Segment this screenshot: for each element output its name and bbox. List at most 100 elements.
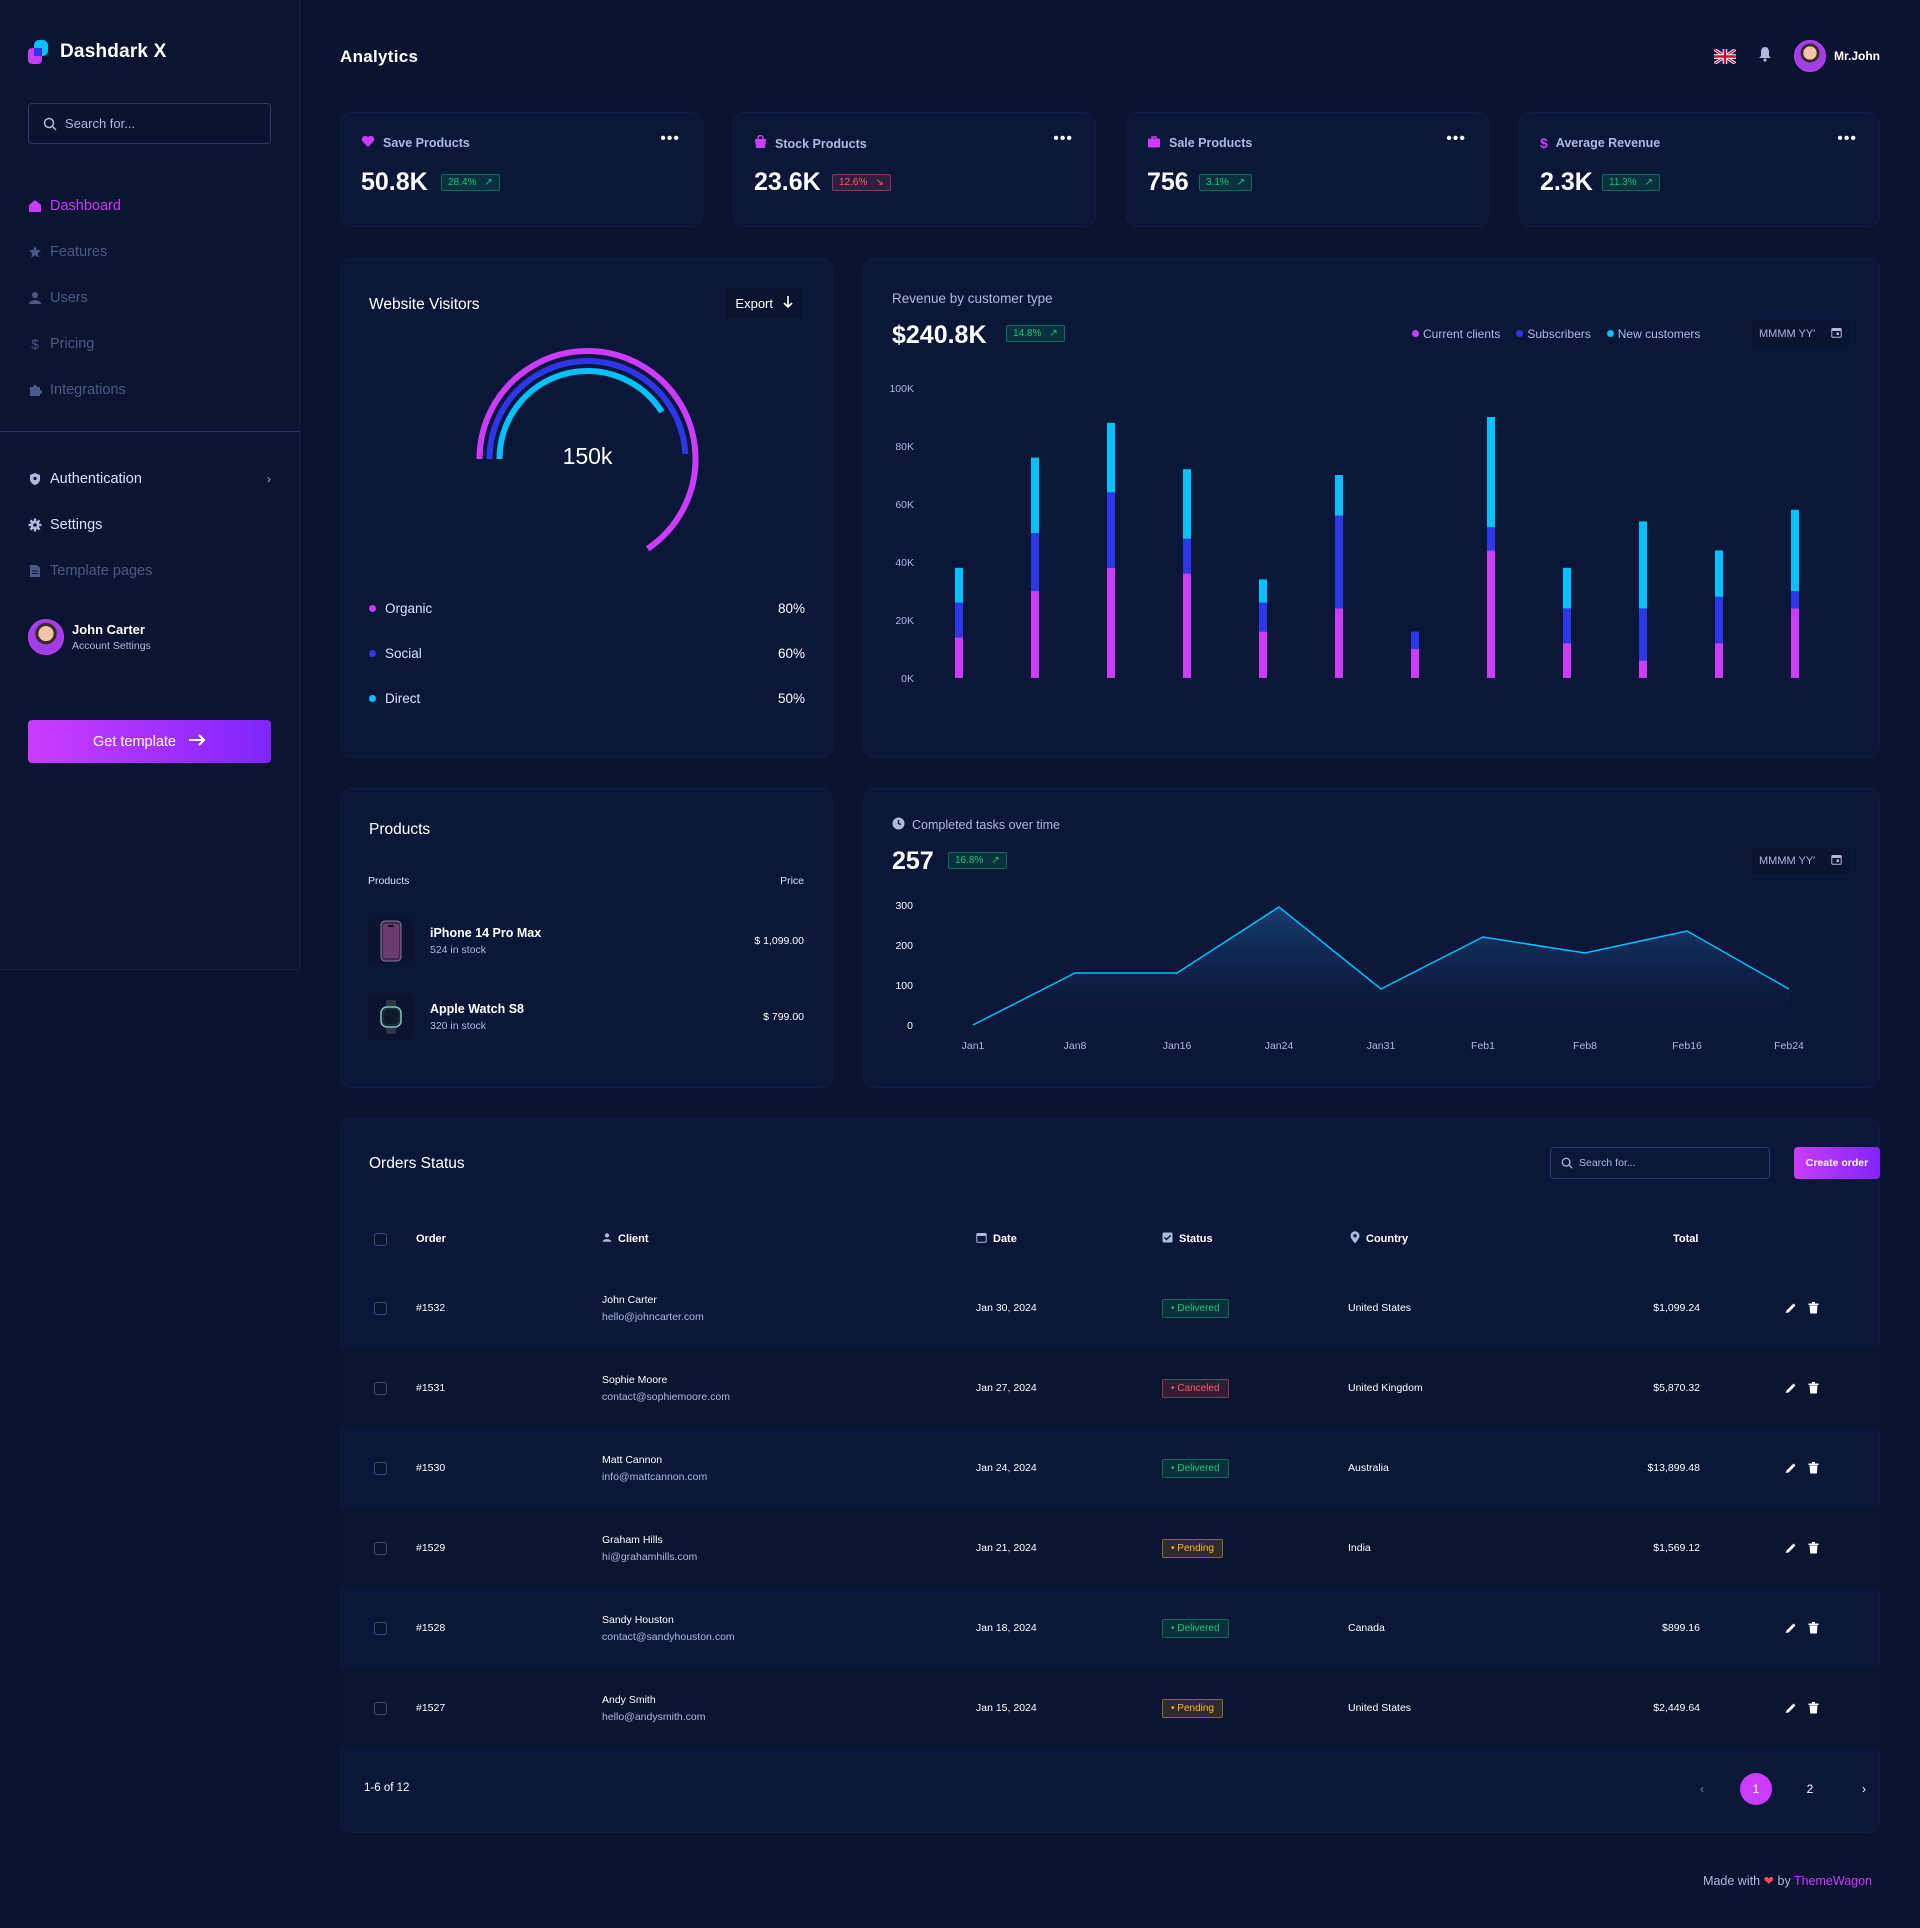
delete-icon[interactable]	[1808, 1668, 1819, 1748]
clock-icon	[892, 817, 905, 833]
bell-icon[interactable]	[1758, 46, 1772, 67]
table-row[interactable]: #1530 Matt Cannon info@mattcannon.com Jan 2…	[340, 1428, 1880, 1508]
legend-label: Organic	[385, 601, 433, 616]
bag-icon	[754, 134, 767, 152]
get-template-button[interactable]: Get template	[28, 720, 271, 763]
y-tick-label: 100K	[889, 383, 914, 395]
uk-flag-icon[interactable]	[1713, 48, 1736, 64]
table-row[interactable]: #1527 Andy Smith hello@andysmith.com Jan 15…	[340, 1668, 1880, 1748]
y-tick-label: 200	[895, 940, 913, 952]
table-row[interactable]: #1532 John Carter hello@johncarter.com Jan …	[340, 1268, 1880, 1348]
tasks-line-chart: 0 100 200 300 Jan1 Jan8 Jan16 Jan24 Jan31 Feb1 Feb…	[895, 900, 1804, 1052]
account-settings-link[interactable]: Account Settings	[72, 640, 151, 652]
sidebar-item-label: Template pages	[50, 563, 153, 579]
arrow-up-right-icon: ↗	[1644, 177, 1654, 188]
export-button[interactable]: Export	[724, 286, 804, 320]
x-tick-label: Jan16	[1163, 1040, 1192, 1052]
row-checkbox[interactable]	[374, 1461, 387, 1475]
delete-icon[interactable]	[1808, 1348, 1819, 1428]
sidebar-user[interactable]: John Carter Account Settings	[28, 619, 151, 655]
sidebar-item-dashboard[interactable]: Dashboard	[28, 183, 271, 229]
tasks-card: Completed tasks over time 257 16.8% ↗	[863, 788, 1880, 1088]
sidebar-item-features[interactable]: Features	[28, 229, 271, 275]
delete-icon[interactable]	[1808, 1588, 1819, 1668]
sidebar-item-pricing[interactable]: $ Pricing	[28, 321, 271, 367]
order-date: Jan 24, 2024	[976, 1462, 1037, 1474]
delete-icon[interactable]	[1808, 1428, 1819, 1508]
product-row[interactable]: iPhone 14 Pro Max 524 in stock $ 1,099.0…	[368, 918, 804, 964]
card-title: Products	[369, 821, 431, 838]
more-options-icon[interactable]: •••	[1446, 130, 1466, 147]
delete-icon[interactable]	[1808, 1268, 1819, 1348]
shield-icon	[28, 472, 42, 486]
sidebar-item-template-pages[interactable]: Template pages	[28, 548, 271, 594]
table-row[interactable]: #1528 Sandy Houston contact@sandyhouston.c…	[340, 1588, 1880, 1668]
revenue-date-picker[interactable]: MMMM YY'	[1750, 319, 1852, 349]
sidebar-divider	[0, 431, 300, 432]
client-cell: John Carter hello@johncarter.com	[602, 1268, 704, 1348]
stat-change-badge: 12.6% ↘	[832, 174, 891, 191]
next-page-button[interactable]: ›	[1862, 1782, 1866, 1796]
client-email: contact@sandyhouston.com	[602, 1630, 735, 1643]
edit-icon[interactable]	[1785, 1428, 1797, 1508]
table-row[interactable]: #1531 Sophie Moore contact@sophiemoore.com…	[340, 1348, 1880, 1428]
col-country[interactable]: Country	[1350, 1210, 1408, 1268]
footer: Made with ❤ by ThemeWagon	[1703, 1873, 1872, 1888]
sidebar-item-settings[interactable]: Settings	[28, 502, 271, 548]
themewagon-link[interactable]: ThemeWagon	[1793, 1874, 1872, 1888]
more-options-icon[interactable]: •••	[660, 130, 680, 147]
stat-card-save-products: Save Products 50.8K 28.4% ↗ •••	[340, 112, 703, 227]
tasks-date-picker[interactable]: MMMM YY'	[1750, 846, 1852, 876]
select-all-checkbox[interactable]	[374, 1232, 387, 1246]
row-checkbox[interactable]	[374, 1381, 387, 1395]
col-date[interactable]: Date	[976, 1210, 1017, 1268]
stat-title: Sale Products	[1147, 135, 1252, 151]
brand[interactable]: Dashdark X	[28, 40, 167, 64]
row-checkbox[interactable]	[374, 1301, 387, 1315]
row-checkbox[interactable]	[374, 1621, 387, 1635]
edit-icon[interactable]	[1785, 1348, 1797, 1428]
row-checkbox[interactable]	[374, 1541, 387, 1555]
product-name: Apple Watch S8	[430, 1002, 524, 1016]
create-order-button[interactable]: Create order	[1794, 1147, 1880, 1179]
table-row[interactable]: #1529 Graham Hills hi@grahamhills.com Jan 2…	[340, 1508, 1880, 1588]
edit-icon[interactable]	[1785, 1668, 1797, 1748]
col-client[interactable]: Client	[602, 1210, 649, 1268]
status-label: Delivered	[1177, 1302, 1220, 1314]
more-options-icon[interactable]: •••	[1053, 130, 1073, 147]
bar-segment	[1791, 509, 1799, 591]
sidebar-search-input[interactable]: Search for...	[28, 103, 271, 144]
bar-segment	[955, 637, 963, 678]
page-button-1[interactable]: 1	[1740, 1773, 1772, 1805]
bar-segment	[1259, 631, 1267, 678]
stat-title: Save Products	[361, 135, 470, 151]
prev-page-button[interactable]: ‹	[1700, 1782, 1704, 1796]
header-user-menu[interactable]: Mr.John	[1793, 40, 1880, 72]
col-order[interactable]: Order	[416, 1210, 446, 1268]
col-total[interactable]: Total	[1673, 1210, 1698, 1268]
row-checkbox[interactable]	[374, 1701, 387, 1715]
tasks-title: Completed tasks over time	[912, 818, 1060, 832]
product-row[interactable]: Apple Watch S8 320 in stock $ 799.00	[368, 994, 804, 1040]
arrow-right-icon	[188, 733, 206, 750]
sidebar-item-authentication[interactable]: Authentication ›	[28, 456, 271, 502]
orders-search-input[interactable]: Search for...	[1550, 1147, 1770, 1179]
arrow-up-right-icon: ↗	[991, 855, 1000, 866]
stat-change-value: 12.6%	[839, 177, 868, 188]
search-icon	[1561, 1157, 1573, 1169]
sidebar-item-integrations[interactable]: Integrations	[28, 367, 271, 413]
col-status-label: Status	[1179, 1233, 1213, 1245]
client-email: contact@sophiemoore.com	[602, 1390, 730, 1403]
delete-icon[interactable]	[1808, 1508, 1819, 1588]
status-badge: • Pending	[1162, 1698, 1223, 1718]
stat-title-label: Stock Products	[775, 136, 867, 151]
sidebar-item-users[interactable]: Users	[28, 275, 271, 321]
edit-icon[interactable]	[1785, 1508, 1797, 1588]
page-button-2[interactable]: 2	[1806, 1782, 1814, 1796]
order-total: $5,870.32	[1653, 1382, 1700, 1394]
edit-icon[interactable]	[1785, 1588, 1797, 1668]
col-status[interactable]: Status	[1162, 1210, 1213, 1268]
edit-icon[interactable]	[1785, 1268, 1797, 1348]
sidebar-item-label: Integrations	[50, 382, 126, 398]
more-options-icon[interactable]: •••	[1837, 130, 1857, 147]
